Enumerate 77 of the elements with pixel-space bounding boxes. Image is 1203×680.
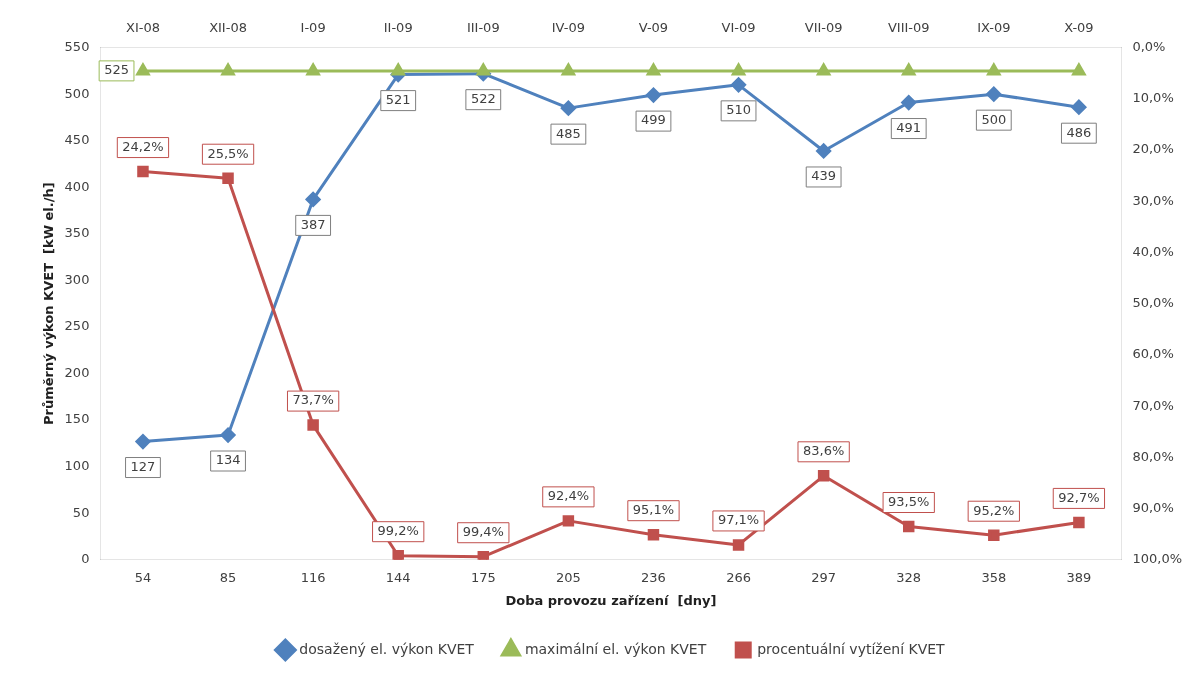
y2-tick-label: 70,0% bbox=[1132, 397, 1174, 413]
text: I-09 bbox=[300, 20, 326, 36]
data-label: 95,1% bbox=[632, 502, 675, 518]
x-tick-label: 236 bbox=[641, 569, 666, 585]
text: XI-08 bbox=[125, 20, 160, 36]
y2-tick-label: 40,0% bbox=[1132, 243, 1174, 259]
y-tick-label: 150 bbox=[64, 411, 90, 427]
y-tick-label: 0 bbox=[81, 551, 90, 567]
text: VII-09 bbox=[804, 20, 843, 36]
data-label: 439 bbox=[811, 168, 837, 184]
y2-tick-label: 50,0% bbox=[1132, 295, 1174, 311]
y-tick-label: 100 bbox=[64, 458, 90, 474]
x-tick-label: 205 bbox=[555, 569, 581, 585]
data-label: 485 bbox=[555, 125, 581, 141]
data-label: 500 bbox=[981, 111, 1007, 127]
legend-label: procentuální vytížení KVET bbox=[757, 640, 946, 657]
data-label: 510 bbox=[726, 102, 751, 118]
y-tick-label: 50 bbox=[72, 504, 90, 520]
data-label: 99,2% bbox=[377, 523, 419, 539]
text: IX-09 bbox=[977, 20, 1011, 36]
data-label: 73,7% bbox=[292, 392, 334, 408]
text: II-09 bbox=[383, 20, 413, 36]
data-label: 95,2% bbox=[973, 502, 1015, 518]
x-axis-title: Doba provozu zařízení [dny] bbox=[505, 592, 717, 608]
x-tick-label: 85 bbox=[219, 569, 237, 585]
text: VI-09 bbox=[721, 20, 756, 36]
x-tick-label: 328 bbox=[896, 569, 922, 585]
y2-tick-label: 0,0% bbox=[1132, 38, 1166, 54]
y-tick-label: 450 bbox=[64, 132, 90, 148]
data-label: 93,5% bbox=[888, 493, 930, 509]
x-tick-label: 266 bbox=[726, 569, 751, 585]
y-tick-label: 300 bbox=[64, 271, 90, 287]
data-label: 25,5% bbox=[207, 145, 249, 161]
y2-tick-label: 30,0% bbox=[1132, 192, 1174, 208]
data-label: 387 bbox=[300, 216, 326, 232]
y-tick-label: 400 bbox=[64, 178, 90, 194]
data-label: 92,4% bbox=[547, 488, 590, 504]
y2-tick-label: 90,0% bbox=[1132, 499, 1174, 515]
text: VIII-09 bbox=[887, 20, 930, 36]
text: X-09 bbox=[1064, 20, 1094, 36]
data-label: 525 bbox=[104, 62, 129, 78]
y2-tick-label: 20,0% bbox=[1132, 141, 1174, 157]
data-label: 522 bbox=[470, 91, 496, 107]
y-tick-label: 200 bbox=[64, 364, 90, 380]
data-label: 24,2% bbox=[122, 138, 164, 154]
y-tick-label: 350 bbox=[64, 225, 90, 241]
x-tick-label: 144 bbox=[385, 569, 411, 585]
y-tick-label: 550 bbox=[64, 38, 90, 54]
y-tick-label: 500 bbox=[64, 85, 90, 101]
x-tick-label: 54 bbox=[134, 569, 152, 585]
y2-tick-label: 60,0% bbox=[1132, 346, 1174, 362]
y-tick-label: 250 bbox=[64, 318, 90, 334]
data-label: 486 bbox=[1066, 124, 1092, 140]
y-axis-title: Průměrný výkon KVET [kW el./h] bbox=[41, 182, 57, 426]
data-label: 99,4% bbox=[462, 524, 504, 540]
y2-tick-label: 80,0% bbox=[1132, 448, 1174, 464]
x-tick-label: 358 bbox=[981, 569, 1007, 585]
x-tick-label: 116 bbox=[300, 569, 326, 585]
text: III-09 bbox=[466, 20, 500, 36]
y2-tick-label: 10,0% bbox=[1132, 90, 1174, 106]
data-label: 491 bbox=[896, 119, 922, 135]
data-label: 127 bbox=[130, 458, 156, 474]
data-label: 83,6% bbox=[802, 443, 845, 459]
data-label: 92,7% bbox=[1058, 489, 1100, 505]
text: V-09 bbox=[638, 20, 669, 36]
legend-label: dosažený el. výkon KVET bbox=[299, 640, 475, 657]
data-label: 499 bbox=[641, 112, 666, 128]
text: IV-09 bbox=[551, 20, 585, 36]
data-label: 97,1% bbox=[717, 512, 760, 528]
x-tick-label: 175 bbox=[470, 569, 496, 585]
text: XII-08 bbox=[209, 20, 247, 36]
legend-label: maximální el. výkon KVET bbox=[524, 640, 707, 657]
data-label: 521 bbox=[385, 91, 411, 107]
data-label: 134 bbox=[215, 452, 241, 468]
x-tick-label: 389 bbox=[1066, 569, 1092, 585]
x-tick-label: 297 bbox=[811, 569, 837, 585]
y2-tick-label: 100,0% bbox=[1132, 551, 1183, 567]
